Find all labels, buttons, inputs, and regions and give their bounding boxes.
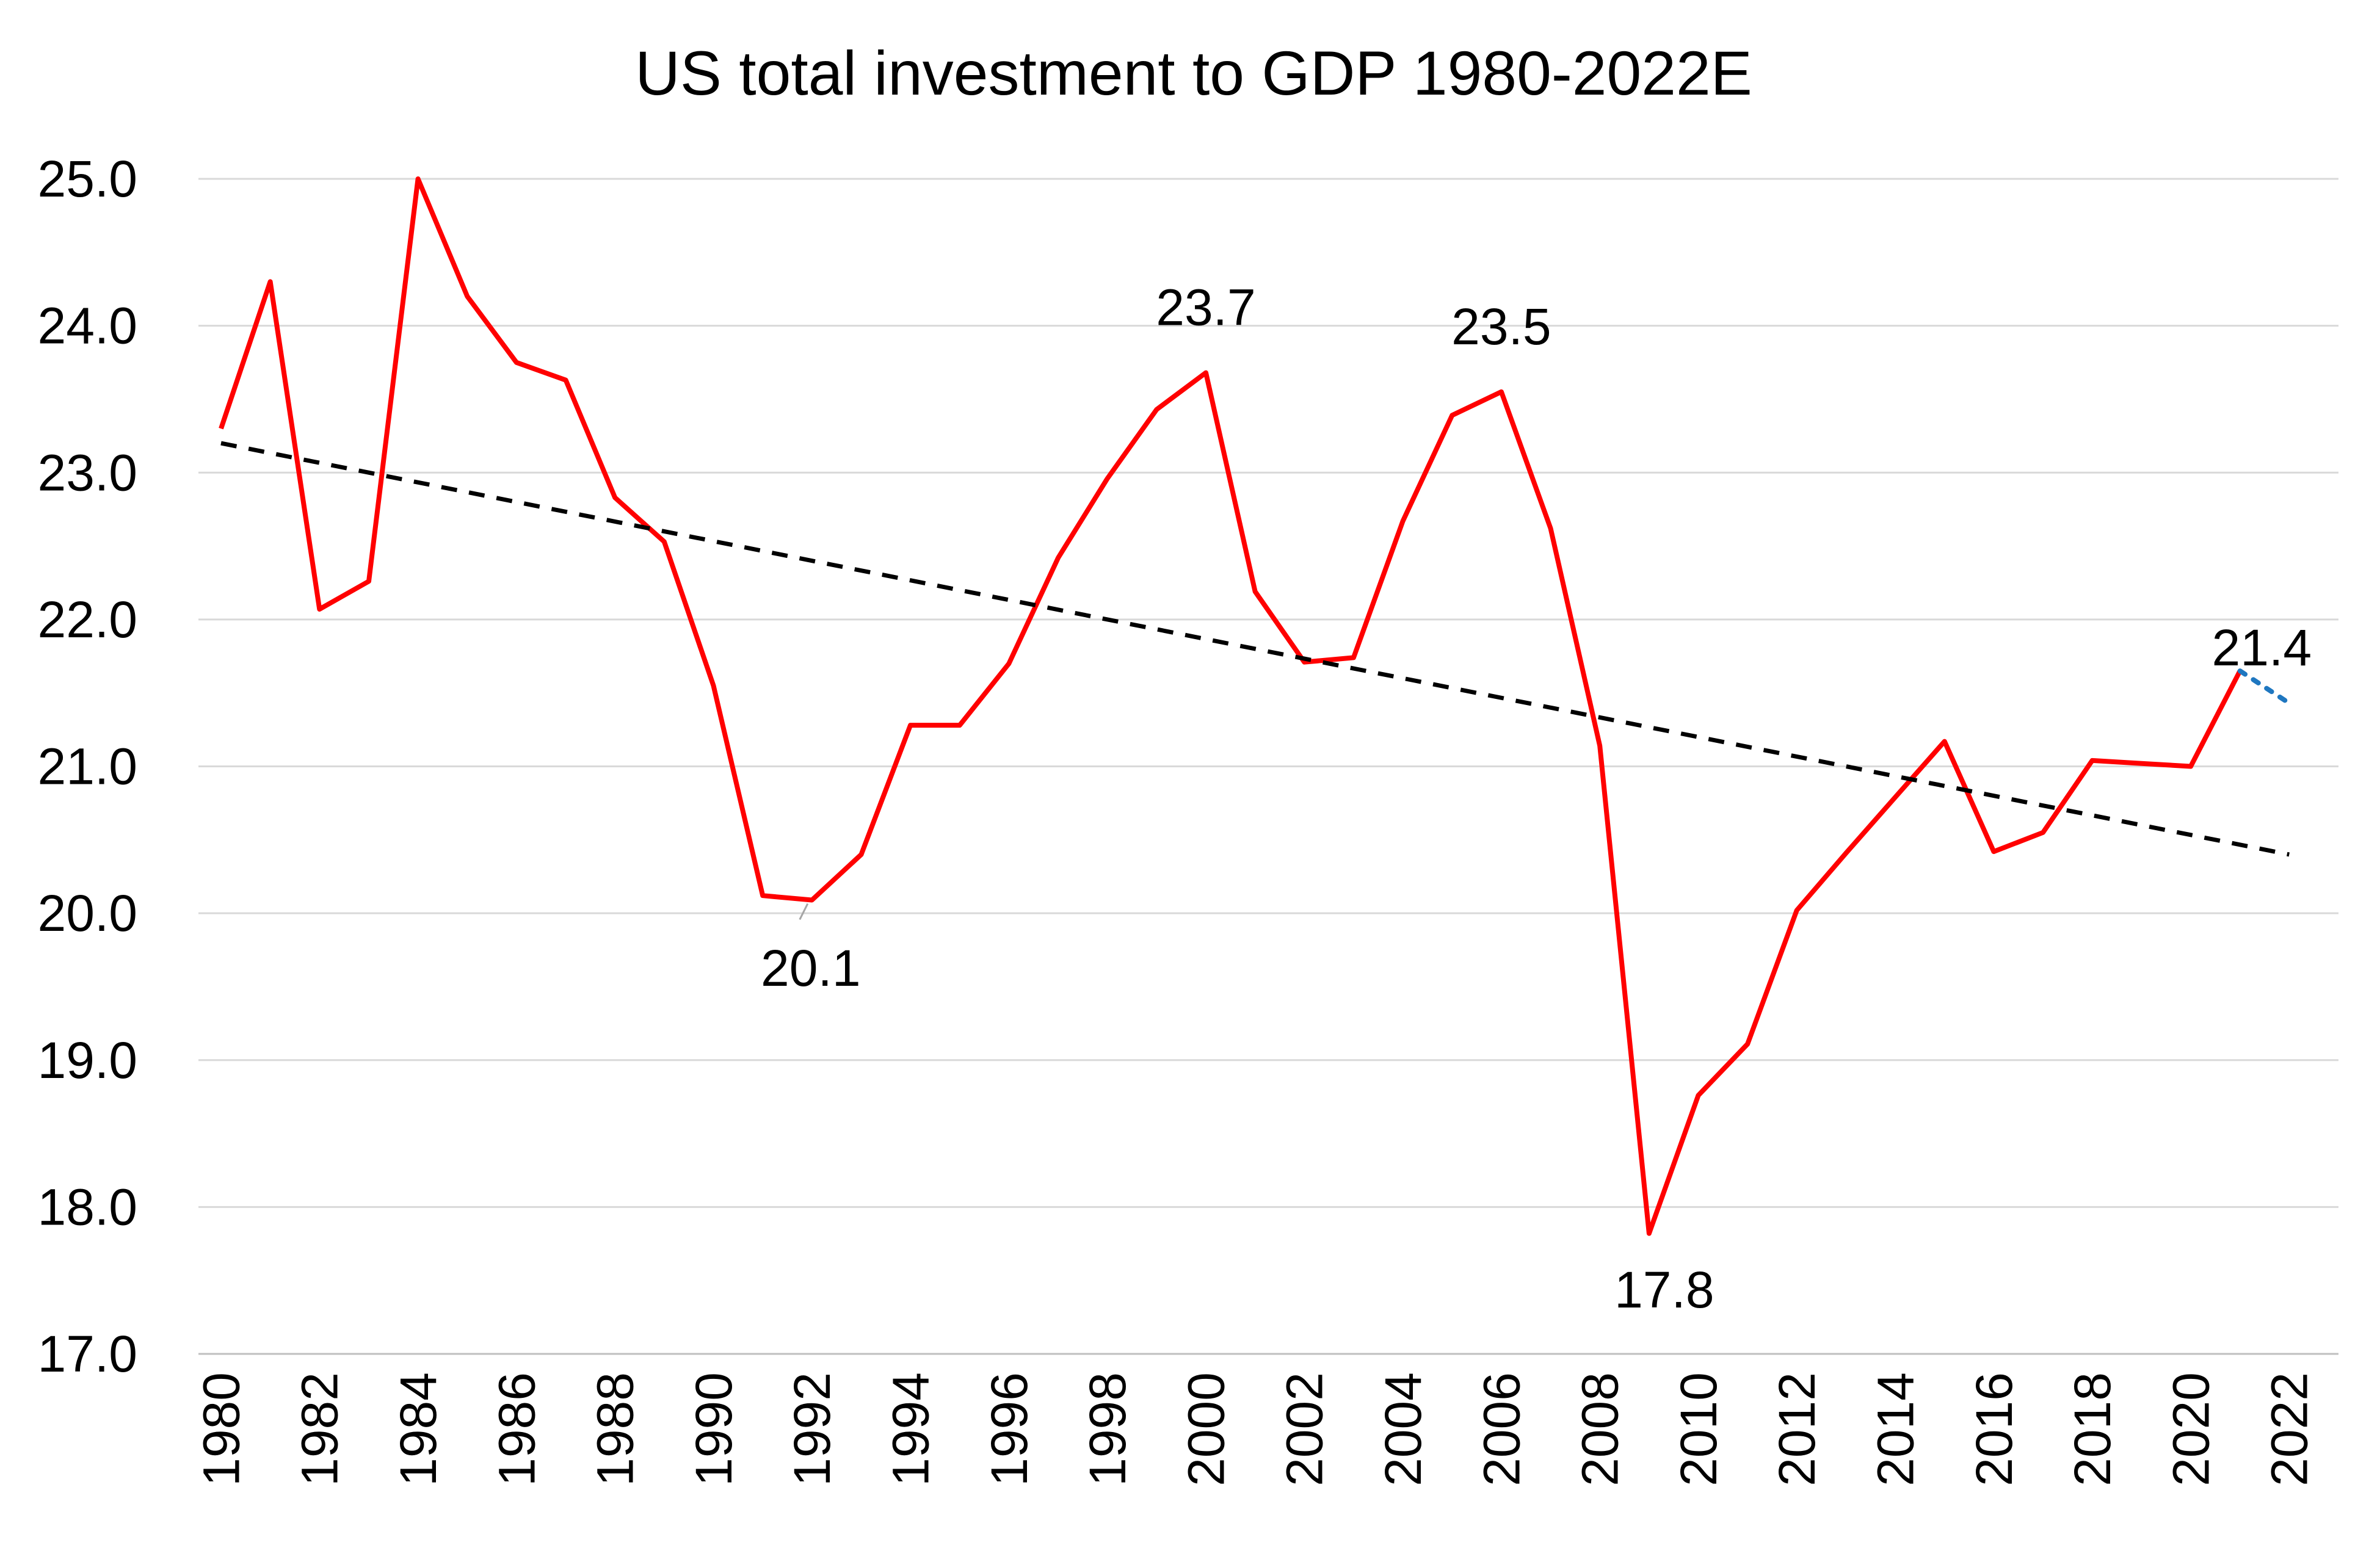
y-tick-label: 25.0 — [38, 150, 138, 208]
series-lines — [221, 179, 2289, 1234]
chart-canvas: US total investment to GDP 1980-2022E 17… — [0, 0, 2380, 1548]
x-tick-label: 2002 — [1276, 1372, 1333, 1486]
y-tick-label: 19.0 — [38, 1032, 138, 1089]
label-leader-line — [800, 903, 808, 919]
y-tick-label: 17.0 — [38, 1325, 138, 1383]
data-label: 20.1 — [761, 939, 861, 997]
data-label: 21.4 — [2212, 619, 2312, 676]
x-tick-label: 2010 — [1670, 1372, 1727, 1486]
y-tick-label: 20.0 — [38, 884, 138, 942]
x-tick-label: 1984 — [390, 1372, 447, 1486]
y-tick-label: 23.0 — [38, 444, 138, 501]
x-tick-label: 1994 — [882, 1372, 939, 1486]
x-tick-label: 1988 — [587, 1372, 644, 1486]
data-label: 17.8 — [1614, 1261, 1714, 1318]
y-tick-label: 22.0 — [38, 591, 138, 648]
x-tick-label: 1990 — [685, 1372, 742, 1486]
x-tick-label: 2020 — [2162, 1372, 2219, 1486]
x-tick-label: 1980 — [192, 1372, 250, 1486]
x-tick-label: 2014 — [1867, 1372, 1925, 1486]
x-tick-label: 1982 — [291, 1372, 349, 1486]
chart-title: US total investment to GDP 1980-2022E — [635, 38, 1752, 108]
x-tick-label: 1992 — [783, 1372, 841, 1486]
x-tick-label: 2004 — [1374, 1372, 1432, 1486]
x-tick-label: 2016 — [1965, 1372, 2023, 1486]
y-tick-label: 18.0 — [38, 1178, 138, 1235]
data-label: 23.7 — [1156, 279, 1256, 336]
x-tick-label: 1998 — [1079, 1372, 1136, 1486]
x-tick-label: 1986 — [488, 1372, 545, 1486]
x-tick-label: 2000 — [1177, 1372, 1235, 1486]
chart: US total investment to GDP 1980-2022E 17… — [0, 0, 2380, 1548]
data-label: 23.5 — [1451, 298, 1551, 355]
trend-line — [221, 443, 2289, 855]
x-tick-label: 1996 — [981, 1372, 1038, 1486]
x-tick-label: 2018 — [2064, 1372, 2121, 1486]
x-tick-label: 2022 — [2261, 1372, 2318, 1486]
x-tick-label: 2012 — [1768, 1372, 1826, 1486]
gridlines — [198, 179, 2338, 1207]
x-tick-label: 2008 — [1572, 1372, 1629, 1486]
data-labels: 20.1 23.7 23.5 17.8 21.4 — [761, 279, 2312, 1318]
x-tick-label: 2006 — [1473, 1372, 1530, 1486]
y-tick-label: 21.0 — [38, 738, 138, 795]
y-axis-ticks: 17.0 18.0 19.0 20.0 21.0 22.0 23.0 24.0 25.0 — [38, 150, 138, 1383]
x-axis-ticks: 1980 1982 1984 1986 1988 1990 1992 1994 1996 1998… — [192, 1372, 2318, 1486]
y-tick-label: 24.0 — [38, 297, 138, 355]
actual-series-line — [221, 179, 2240, 1234]
